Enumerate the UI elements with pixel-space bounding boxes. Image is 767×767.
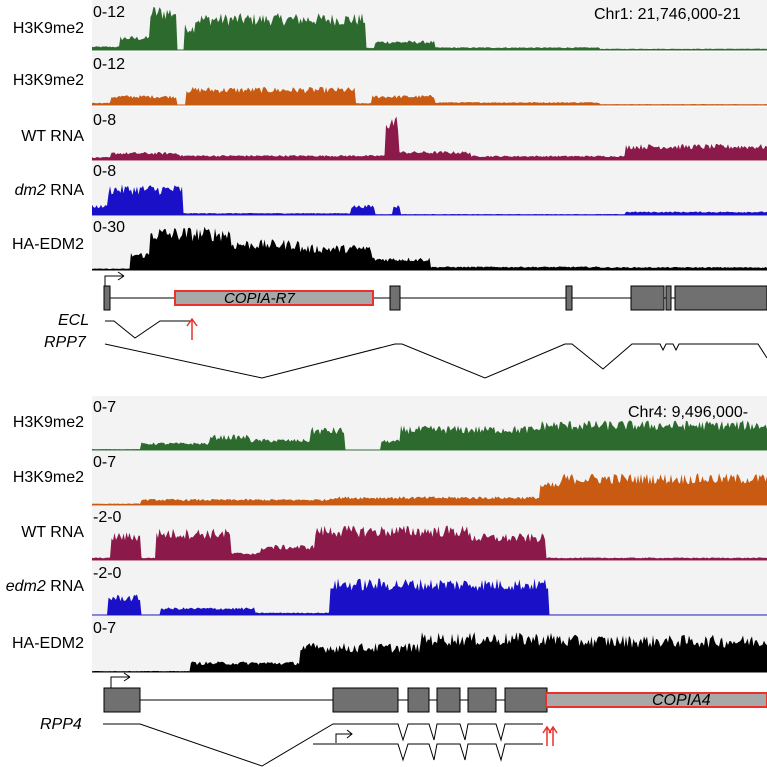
p1-track5-range: 0-30: [93, 219, 126, 236]
p2-te-box: [545, 692, 767, 708]
p1-ecl-model: [105, 320, 190, 339]
p1-track4-label-rest: RNA: [45, 182, 84, 199]
panel2-coordinates: Chr4: 9,496,000-: [628, 404, 749, 421]
p2-red-arrow: [548, 725, 558, 746]
p1-track3-range: 0-8: [93, 112, 117, 129]
p2-track3-label: WT RNA: [21, 524, 84, 541]
p2-exon: [103, 687, 141, 713]
p2-track2-range: 0-7: [93, 454, 117, 471]
p1-track2-range: 0-12: [93, 56, 126, 73]
p2-track4-label-rest: RNA: [45, 578, 84, 595]
p2-exon: [504, 687, 548, 713]
p1-exon: [665, 285, 672, 311]
p1-exon: [630, 285, 665, 311]
coverage-track-4: [92, 184, 767, 215]
tracks-layer: [92, 0, 767, 673]
p2-exon: [407, 687, 430, 713]
coverage-track-9: [92, 578, 767, 615]
p2-exon: [467, 687, 497, 713]
p2-rpp4-model-short: [313, 743, 543, 762]
p1-exon: [565, 285, 573, 311]
p2-track5-range: 0-7: [93, 620, 117, 637]
p1-gene-label-rpp7: RPP7: [44, 334, 86, 351]
p1-tss-arrowhead: [117, 271, 125, 281]
coverage-track-6: [92, 420, 767, 450]
p1-track4-label-italic: dm2: [14, 182, 46, 199]
p2-red-arrow: [542, 725, 552, 746]
coverage-track-8: [92, 525, 767, 560]
p2-gene-label-rpp4: RPP4: [40, 716, 82, 733]
coverage-track-1: [92, 6, 767, 50]
p1-exon: [389, 285, 401, 311]
p2-te-label: COPIA4: [652, 692, 711, 709]
coverage-track-5: [92, 226, 767, 270]
p1-te-label: COPIA-R7: [224, 290, 295, 307]
coverage-track-7: [92, 473, 767, 505]
p1-exon: [103, 285, 111, 311]
track-bg-4: [92, 161, 767, 215]
p2-track4-range: -2-0: [93, 565, 122, 582]
p1-track5-label: HA-EDM2: [11, 236, 84, 253]
p2-track3-range: -2-0: [93, 509, 122, 526]
coverage-track-10: [92, 632, 767, 672]
p1-red-arrow: [186, 317, 198, 340]
p1-track1-label: H3K9me2: [12, 20, 84, 37]
p2-track4-label-italic: edm2: [5, 578, 46, 595]
p2-tss-arrow: [110, 676, 130, 688]
p1-track3-label: WT RNA: [21, 128, 84, 145]
p1-rpp7-model: [104, 343, 767, 379]
p1-tss-arrow: [104, 275, 124, 288]
p2-track2-label: H3K9me2: [12, 469, 84, 486]
p1-track4-label: dm2 RNA: [0, 182, 84, 200]
p2-tss-arrowhead: [123, 672, 131, 682]
p2-alt-tss-arrow: [335, 729, 353, 743]
p2-exon: [436, 687, 461, 713]
p1-track1-range: 0-12: [93, 4, 126, 21]
p2-track1-range: 0-7: [93, 399, 117, 416]
coverage-track-3: [92, 116, 767, 160]
p1-gene-label-ecl: ECL: [58, 312, 90, 329]
p1-te-box: [174, 290, 374, 306]
p2-exon: [332, 687, 399, 713]
p2-rpp4-model-long: [103, 723, 543, 767]
p1-exon: [674, 285, 767, 311]
gene-structure-layer: [103, 271, 767, 767]
p2-track5-label: HA-EDM2: [11, 635, 84, 652]
p2-track1-label: H3K9me2: [12, 414, 84, 431]
p2-track4-label: edm2 RNA: [0, 578, 84, 596]
panel1-coordinates: Chr1: 21,746,000-21: [594, 6, 741, 23]
p1-track4-range: 0-8: [93, 163, 117, 180]
p1-track2-label: H3K9me2: [12, 72, 84, 89]
coverage-track-2: [92, 86, 767, 105]
